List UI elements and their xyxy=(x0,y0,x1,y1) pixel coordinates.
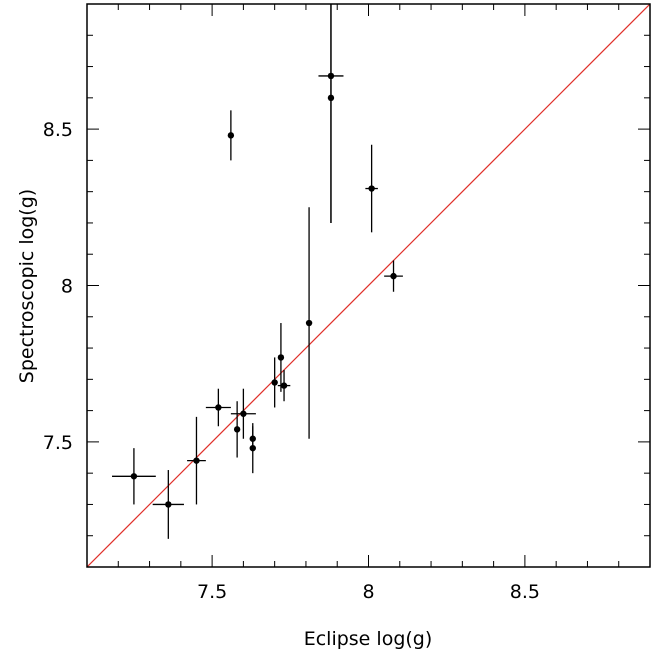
data-point-4 xyxy=(205,388,231,427)
point-marker xyxy=(165,501,172,508)
point-marker xyxy=(390,272,397,280)
point-marker xyxy=(227,132,235,139)
data-point-3 xyxy=(187,416,206,505)
point-marker xyxy=(240,410,247,417)
y-tick-label: 8.5 xyxy=(43,119,73,141)
x-tick-label: 7.5 xyxy=(197,581,227,603)
point-marker xyxy=(271,379,278,386)
y-tick-label: 8 xyxy=(61,276,73,298)
y-axis-label: Spectroscopic log(g) xyxy=(16,189,38,383)
tick-labels: 7.5 8 8.5 7.5 8 8.5 xyxy=(43,119,540,603)
point-marker xyxy=(305,319,313,327)
point-marker xyxy=(215,404,222,411)
data-point-5 xyxy=(227,110,235,161)
data-point-15 xyxy=(327,4,335,223)
data-point-16 xyxy=(365,144,378,233)
data-point-9 xyxy=(249,423,256,474)
point-marker xyxy=(193,457,200,464)
data-points xyxy=(112,4,403,539)
data-point-13 xyxy=(305,207,313,439)
y-tick-label: 7.5 xyxy=(43,432,73,454)
point-marker xyxy=(327,94,335,102)
data-point-11 xyxy=(277,323,285,392)
x-axis-label: Eclipse log(g) xyxy=(304,628,433,650)
reference-line xyxy=(87,4,650,567)
data-point-6 xyxy=(233,401,241,458)
data-point-7 xyxy=(230,388,256,439)
x-tick-label: 8.5 xyxy=(510,581,540,603)
point-marker xyxy=(233,426,241,433)
data-point-1 xyxy=(112,448,156,505)
data-point-17 xyxy=(384,260,403,292)
point-marker xyxy=(249,444,256,452)
point-marker xyxy=(130,473,138,480)
data-point-12 xyxy=(277,369,291,402)
point-marker xyxy=(277,354,285,361)
x-tick-label: 8 xyxy=(362,581,374,603)
point-marker xyxy=(368,185,375,192)
plot-frame xyxy=(86,3,651,568)
data-point-2 xyxy=(152,470,184,539)
point-marker xyxy=(280,382,288,389)
data-point-10 xyxy=(271,357,278,408)
